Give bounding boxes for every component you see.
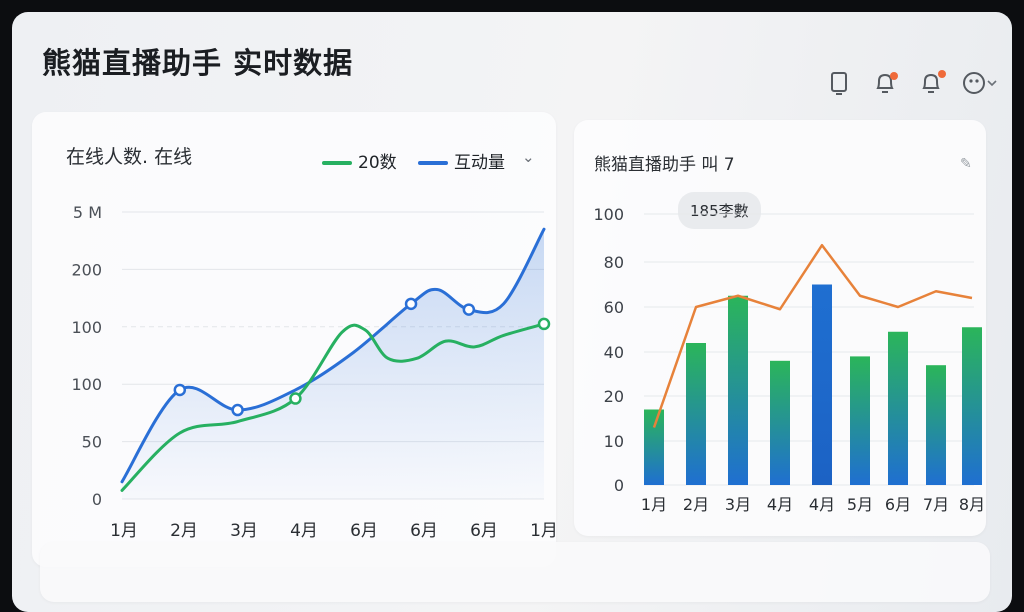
legend-swatch [418,161,449,165]
y-tick-label: 100 [71,318,102,337]
notification-bell-icon[interactable] [918,70,946,100]
edit-icon[interactable]: ✎ [960,156,972,172]
data-point [173,383,187,397]
user-avatar-icon[interactable] [962,70,998,100]
legend-swatch [322,161,352,165]
data-point [537,317,551,331]
x-tick-label: 7月 [923,495,949,514]
y-tick-label: 20 [604,387,624,406]
bar-chart-card: 熊猫直播助手 叫 7 ✎ 185李數 0 10 20 40 60 80 100 1月 2月 3月 4… [574,120,986,536]
y-tick-label: 50 [82,433,102,452]
x-tick-label: 4月 [290,521,318,541]
y-tick-label: 100 [593,205,624,224]
bar-chart: 0 10 20 40 60 80 100 1月 2月 3月 4月 4月 5月 6月 7月 8月 [593,205,985,514]
x-tick-label: 4月 [809,495,835,514]
card-title: 在线人数. 在线 [66,146,193,168]
x-tick-label: 1月 [110,521,138,541]
bar [728,295,748,485]
y-tick-label: 100 [71,375,102,394]
notification-badge [938,70,946,78]
x-tick-label: 3月 [725,495,751,514]
y-tick-label: 200 [71,260,102,279]
legend-item-green[interactable]: 20数 [322,148,397,173]
bar [686,343,706,485]
data-point [231,403,244,417]
x-tick-label: 3月 [230,521,258,541]
tablet-icon[interactable] [828,70,850,100]
y-tick-label: 0 [92,490,102,509]
series-line [120,227,546,484]
online-users-card: 在线人数. 在线 20数 互动量 ⌄ 0 50 100 100 200 5 M 1月 2月 3月… [32,112,556,567]
x-tick-label: 5月 [847,495,873,514]
series-line [120,322,546,492]
data-point [404,297,418,311]
notification-badge [890,72,898,80]
x-tick-label: 1月 [641,495,667,514]
y-tick-label: 0 [614,476,624,495]
x-tick-label: 6月 [470,521,498,541]
data-point [289,392,302,405]
y-tick-label: 5 M [73,203,102,222]
card-title: 熊猫直播助手 叫 7 [594,155,735,175]
y-tick-label: 10 [604,432,624,451]
x-tick-label: 2月 [170,521,198,541]
trend-line [652,243,973,428]
bar [962,327,982,485]
page-title: 熊猫直播助手 实时数据 [42,46,354,80]
y-tick-label: 80 [604,253,624,272]
line-chart: 0 50 100 100 200 5 M 1月 2月 3月 4月 6月 6月 6月 1月 [71,203,556,541]
chevron-down-icon[interactable]: ⌄ [522,148,535,166]
y-tick-label: 60 [604,298,624,317]
bar [812,284,832,485]
bottom-card [40,542,990,602]
x-tick-label: 6月 [885,495,911,514]
data-point [462,303,476,316]
bar [888,331,908,485]
x-tick-label: 6月 [410,521,438,541]
area-fill [122,229,544,499]
x-tick-label: 8月 [959,495,985,514]
x-tick-label: 6月 [350,521,378,541]
bar [926,365,946,485]
tooltip-bubble: 185李數 [678,192,761,229]
legend-label: 20数 [358,153,397,173]
legend-item-blue[interactable]: 互动量 [418,148,505,173]
x-tick-label: 1月 [530,521,556,541]
legend-label: 互动量 [454,153,506,173]
bar [770,360,790,485]
x-tick-label: 2月 [683,495,709,514]
bell-icon[interactable] [872,70,898,100]
header-toolbar [12,70,1012,110]
chart-legend: 20数 互动量 [322,148,521,173]
bar [850,356,870,485]
x-tick-label: 4月 [767,495,793,514]
bar [644,409,664,485]
y-tick-label: 40 [604,343,624,362]
